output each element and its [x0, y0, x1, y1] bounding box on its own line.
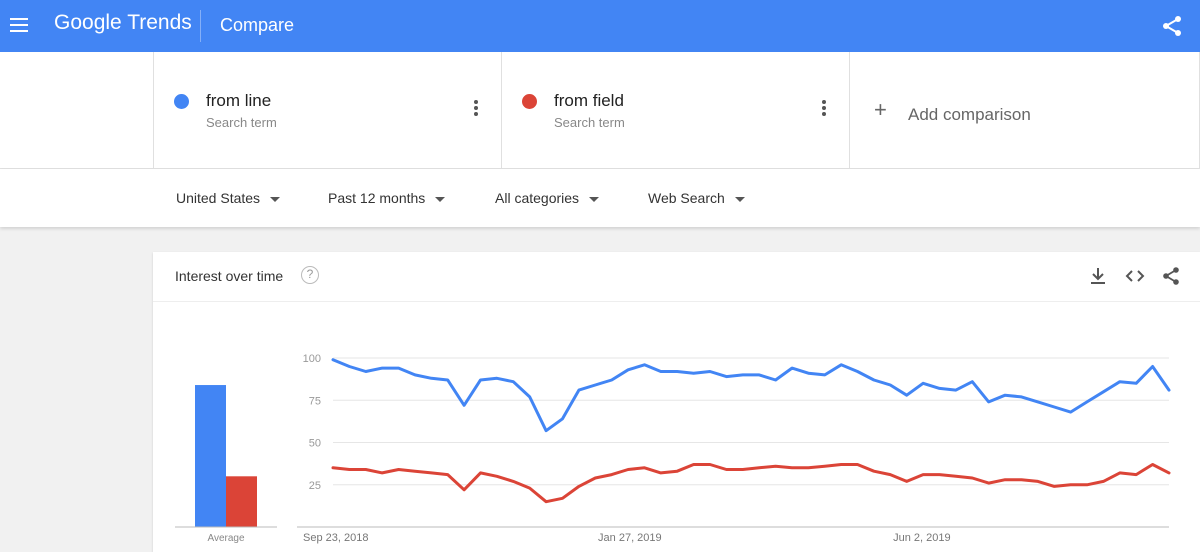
search-terms-bar: from line Search term from field Search …: [0, 52, 1200, 169]
help-icon[interactable]: ?: [301, 266, 319, 284]
more-vert-icon[interactable]: [470, 100, 482, 120]
logo-trends-text: Trends: [127, 11, 192, 34]
add-comparison-label: Add comparison: [908, 105, 1031, 124]
more-vert-icon[interactable]: [818, 100, 830, 120]
interest-over-time-card: Interest over time ? 100 75: [153, 252, 1200, 552]
time-range-filter-label: Past 12 months: [328, 190, 426, 206]
term-name[interactable]: from field: [554, 91, 624, 110]
y-tick-label: 25: [309, 480, 321, 492]
embed-icon[interactable]: [1124, 265, 1146, 287]
term-card-from-line[interactable]: from line Search term: [153, 52, 501, 169]
region-filter-label: United States: [176, 190, 261, 206]
y-tick-label: 100: [303, 353, 321, 365]
search-type-filter-label: Web Search: [648, 190, 725, 206]
page-title: Compare: [220, 15, 295, 35]
dropdown-arrow-icon: [589, 196, 600, 202]
card-title: Interest over time: [175, 268, 284, 284]
app-bar: Google Trends Compare: [0, 0, 1200, 52]
filter-bar: United States Past 12 months All categor…: [0, 169, 1200, 227]
search-type-filter[interactable]: Web Search: [648, 189, 745, 207]
dropdown-arrow-icon: [435, 196, 446, 202]
term-subtitle: Search term: [206, 115, 277, 130]
menu-icon[interactable]: [8, 14, 30, 36]
download-icon[interactable]: [1087, 265, 1109, 287]
y-tick-label: 50: [309, 438, 321, 450]
x-tick-label: Jan 27, 2019: [598, 532, 662, 544]
logo-google-text: Google: [54, 11, 122, 34]
term-color-dot: [522, 94, 537, 109]
share-icon[interactable]: [1160, 14, 1184, 38]
series-line[interactable]: [331, 358, 1171, 433]
x-tick-label: Sep 23, 2018: [303, 532, 368, 544]
term-subtitle: Search term: [554, 115, 625, 130]
x-tick-label: Jun 2, 2019: [893, 532, 951, 544]
dropdown-arrow-icon: [734, 196, 745, 202]
average-bar[interactable]: [226, 476, 257, 527]
term-name[interactable]: from line: [206, 91, 272, 110]
y-tick-label: 75: [309, 395, 321, 407]
region-filter[interactable]: United States: [176, 189, 281, 207]
average-label: Average: [207, 533, 245, 544]
term-card-from-field[interactable]: from field Search term: [501, 52, 849, 169]
term-color-dot: [174, 94, 189, 109]
series-line[interactable]: [331, 463, 1171, 504]
category-filter[interactable]: All categories: [495, 189, 600, 207]
card-header: Interest over time ?: [153, 252, 1200, 302]
interest-chart: 100 75 50 25 Sep 23, 2018 Jan 27, 2019 Jun 2, …: [175, 353, 1171, 544]
average-bar[interactable]: [195, 385, 226, 527]
dropdown-arrow-icon: [270, 196, 281, 202]
plus-icon: +: [874, 97, 887, 122]
google-trends-logo[interactable]: Google Trends: [54, 10, 192, 36]
add-comparison-button[interactable]: + Add comparison: [849, 52, 1200, 169]
appbar-divider: [200, 10, 201, 42]
category-filter-label: All categories: [495, 190, 580, 206]
time-range-filter[interactable]: Past 12 months: [328, 189, 446, 207]
share-icon[interactable]: [1160, 265, 1182, 287]
